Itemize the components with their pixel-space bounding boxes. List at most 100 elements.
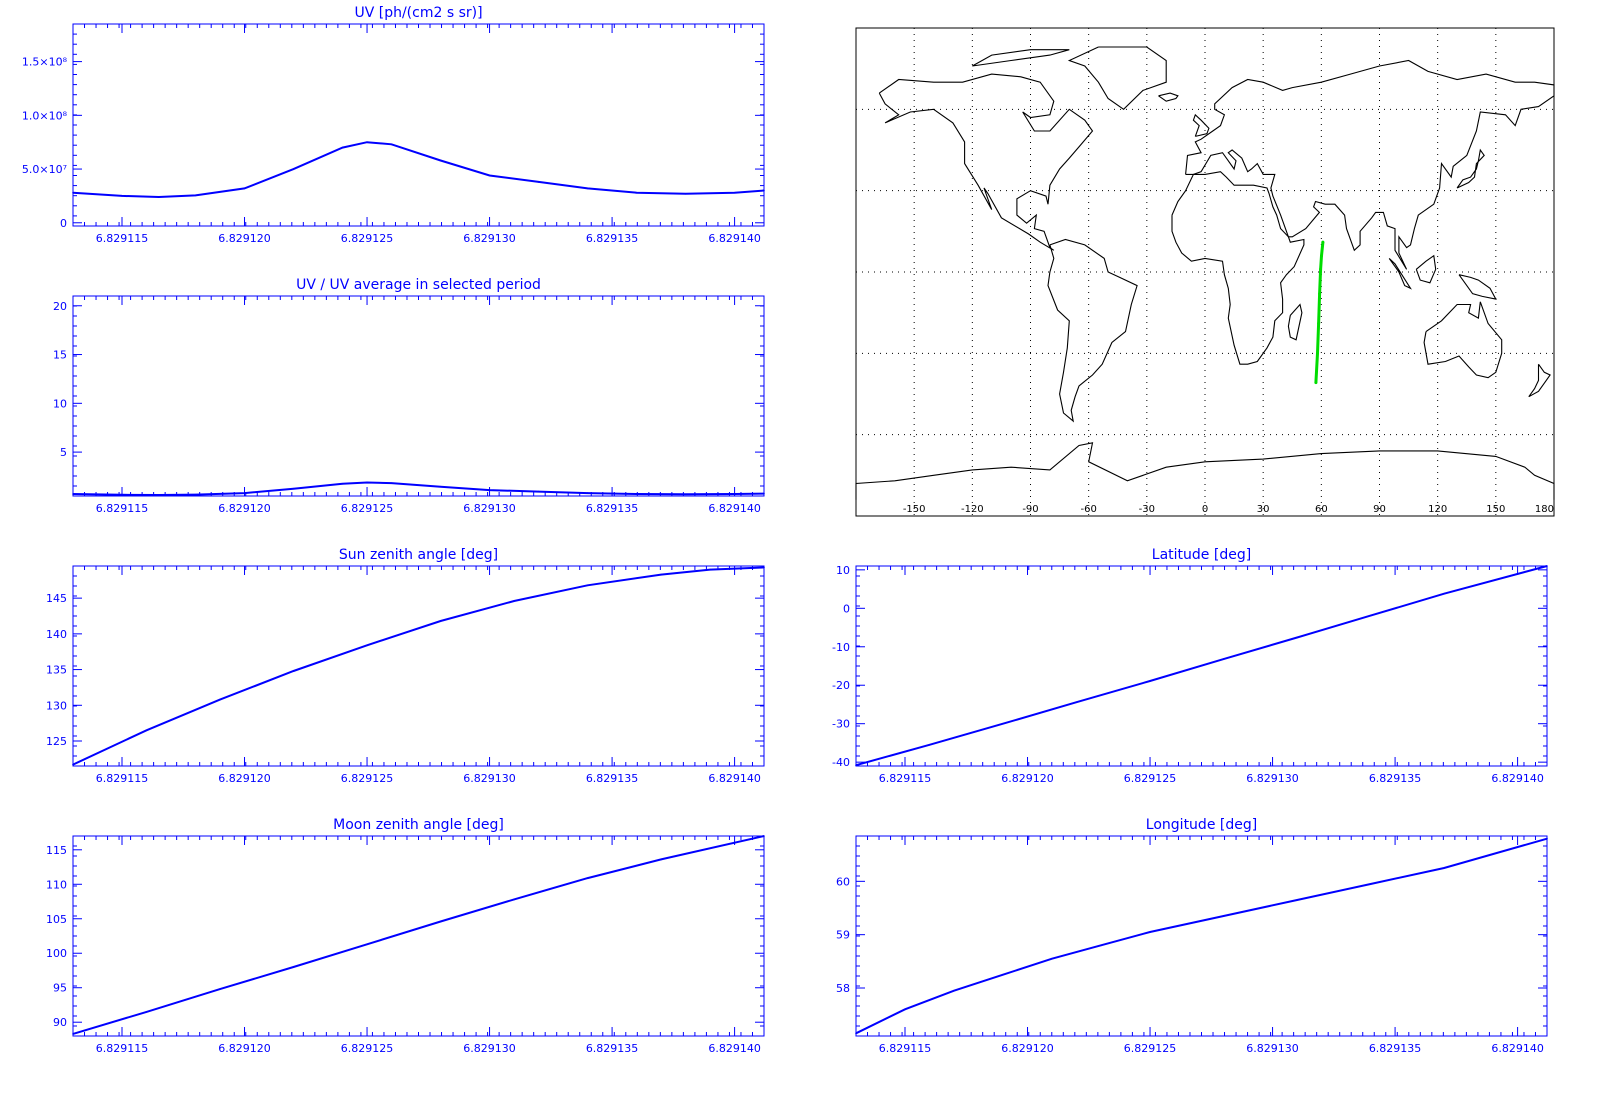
data-point [145, 1011, 148, 1013]
y-tick-label: 90 [53, 1016, 67, 1029]
y-tick-label: 100 [46, 947, 67, 960]
data-point [513, 600, 515, 602]
x-tick-label: 6.829130 [463, 502, 516, 515]
data-point [121, 195, 123, 197]
y-tick-label: 60 [836, 875, 850, 888]
data-point [763, 566, 765, 569]
data-point [763, 492, 765, 495]
x-tick-label: 6.829115 [96, 1042, 149, 1055]
data-point [1149, 931, 1151, 933]
ground-track-point [1318, 292, 1322, 296]
x-tick-label: 6.829120 [1001, 772, 1054, 785]
data-point [1296, 636, 1298, 639]
x-tick-label: 6.829125 [341, 772, 394, 785]
y-tick-label: -40 [832, 756, 850, 769]
data-point [855, 764, 857, 767]
data-point [341, 146, 344, 149]
map-lon-label: 0 [1202, 504, 1208, 515]
y-tick-label: 1.0×10⁸ [22, 109, 68, 122]
y-tick-label: -10 [832, 641, 850, 654]
y-tick-label: -20 [832, 679, 850, 692]
coastline-iceland [1158, 92, 1179, 102]
data-point [904, 1008, 906, 1011]
data-point [488, 174, 491, 177]
x-tick-label: 6.829120 [218, 502, 271, 515]
data-point [488, 489, 491, 491]
y-tick-label: 20 [53, 300, 67, 313]
panel-sun-zenith: 6.829115 6.829120 6.829125 6.829130 6.829135… [46, 547, 765, 785]
data-point [390, 143, 393, 146]
y-tick-label: 95 [53, 982, 67, 995]
data-point [366, 141, 368, 143]
x-tick-label: 6.829135 [586, 502, 639, 515]
y-tick-label: 10 [836, 564, 850, 577]
data-point [439, 620, 442, 622]
map-lon-label: 30 [1257, 504, 1270, 515]
y-tick-label: 115 [46, 844, 67, 857]
coastline-borneo [1415, 254, 1437, 284]
data-point [1222, 658, 1225, 660]
data-point [1546, 565, 1548, 567]
data-point [1369, 614, 1372, 617]
data-point [660, 858, 662, 861]
data-point [928, 744, 931, 746]
data-point [586, 877, 589, 879]
data-point [366, 943, 368, 946]
panel-uv-ratio: 6.829115 6.829120 6.829125 6.829130 6.829135… [53, 277, 765, 515]
coastline-eurasia [1185, 59, 1555, 270]
x-tick-label: 6.829135 [586, 772, 639, 785]
x-tick-label: 6.829140 [708, 1042, 761, 1055]
data-point [1369, 883, 1372, 885]
data-point [72, 493, 74, 495]
series-line [72, 835, 765, 1035]
x-tick-label: 6.829135 [1369, 772, 1422, 785]
data-point [1002, 722, 1004, 725]
x-tick-label: 6.829135 [586, 232, 639, 245]
map-lon-label: 60 [1315, 504, 1328, 515]
data-point [439, 159, 442, 162]
series-line [855, 565, 1548, 767]
plot-frame [72, 565, 765, 767]
data-point [390, 482, 393, 484]
series-line [72, 566, 765, 766]
y-tick-label: 125 [46, 735, 67, 748]
coastline-south-america [1047, 238, 1138, 423]
y-tick-label: -30 [832, 718, 850, 731]
y-tick-label: 0 [843, 602, 850, 615]
x-tick-label: 6.829125 [341, 1042, 394, 1055]
y-tick-label: 135 [46, 664, 67, 677]
data-point [586, 187, 589, 190]
y-tick-label: 105 [46, 913, 67, 926]
x-tick-label: 6.829125 [1124, 772, 1177, 785]
x-tick-label: 6.829120 [218, 772, 271, 785]
ground-track-point [1314, 381, 1318, 385]
x-tick-label: 6.829130 [463, 232, 516, 245]
y-tick-label: 130 [46, 699, 67, 712]
x-tick-label: 6.829135 [1369, 1042, 1422, 1055]
data-point [292, 670, 295, 672]
x-tick-label: 6.829115 [879, 772, 932, 785]
series-line [72, 141, 765, 199]
x-tick-label: 6.829115 [96, 772, 149, 785]
data-point [121, 494, 123, 496]
y-tick-label: 5 [60, 446, 67, 459]
data-point [292, 168, 295, 170]
data-point [157, 494, 160, 496]
data-point [684, 192, 687, 195]
data-point [586, 584, 589, 587]
coastline-british-isles [1192, 113, 1210, 137]
data-point [1051, 957, 1053, 960]
x-tick-label: 6.829140 [1491, 1042, 1544, 1055]
data-point [366, 644, 368, 647]
coastline-greenland [1067, 46, 1167, 111]
data-point [684, 493, 687, 496]
data-point [1443, 592, 1445, 595]
y-tick-label: 145 [46, 592, 67, 605]
data-point [194, 194, 197, 197]
map-lon-label: -60 [1080, 504, 1096, 515]
x-tick-label: 6.829125 [1124, 1042, 1177, 1055]
map-lon-label: -90 [1022, 504, 1038, 515]
data-point [72, 1033, 74, 1035]
y-tick-label: 58 [836, 982, 850, 995]
y-tick-label: 140 [46, 628, 67, 641]
